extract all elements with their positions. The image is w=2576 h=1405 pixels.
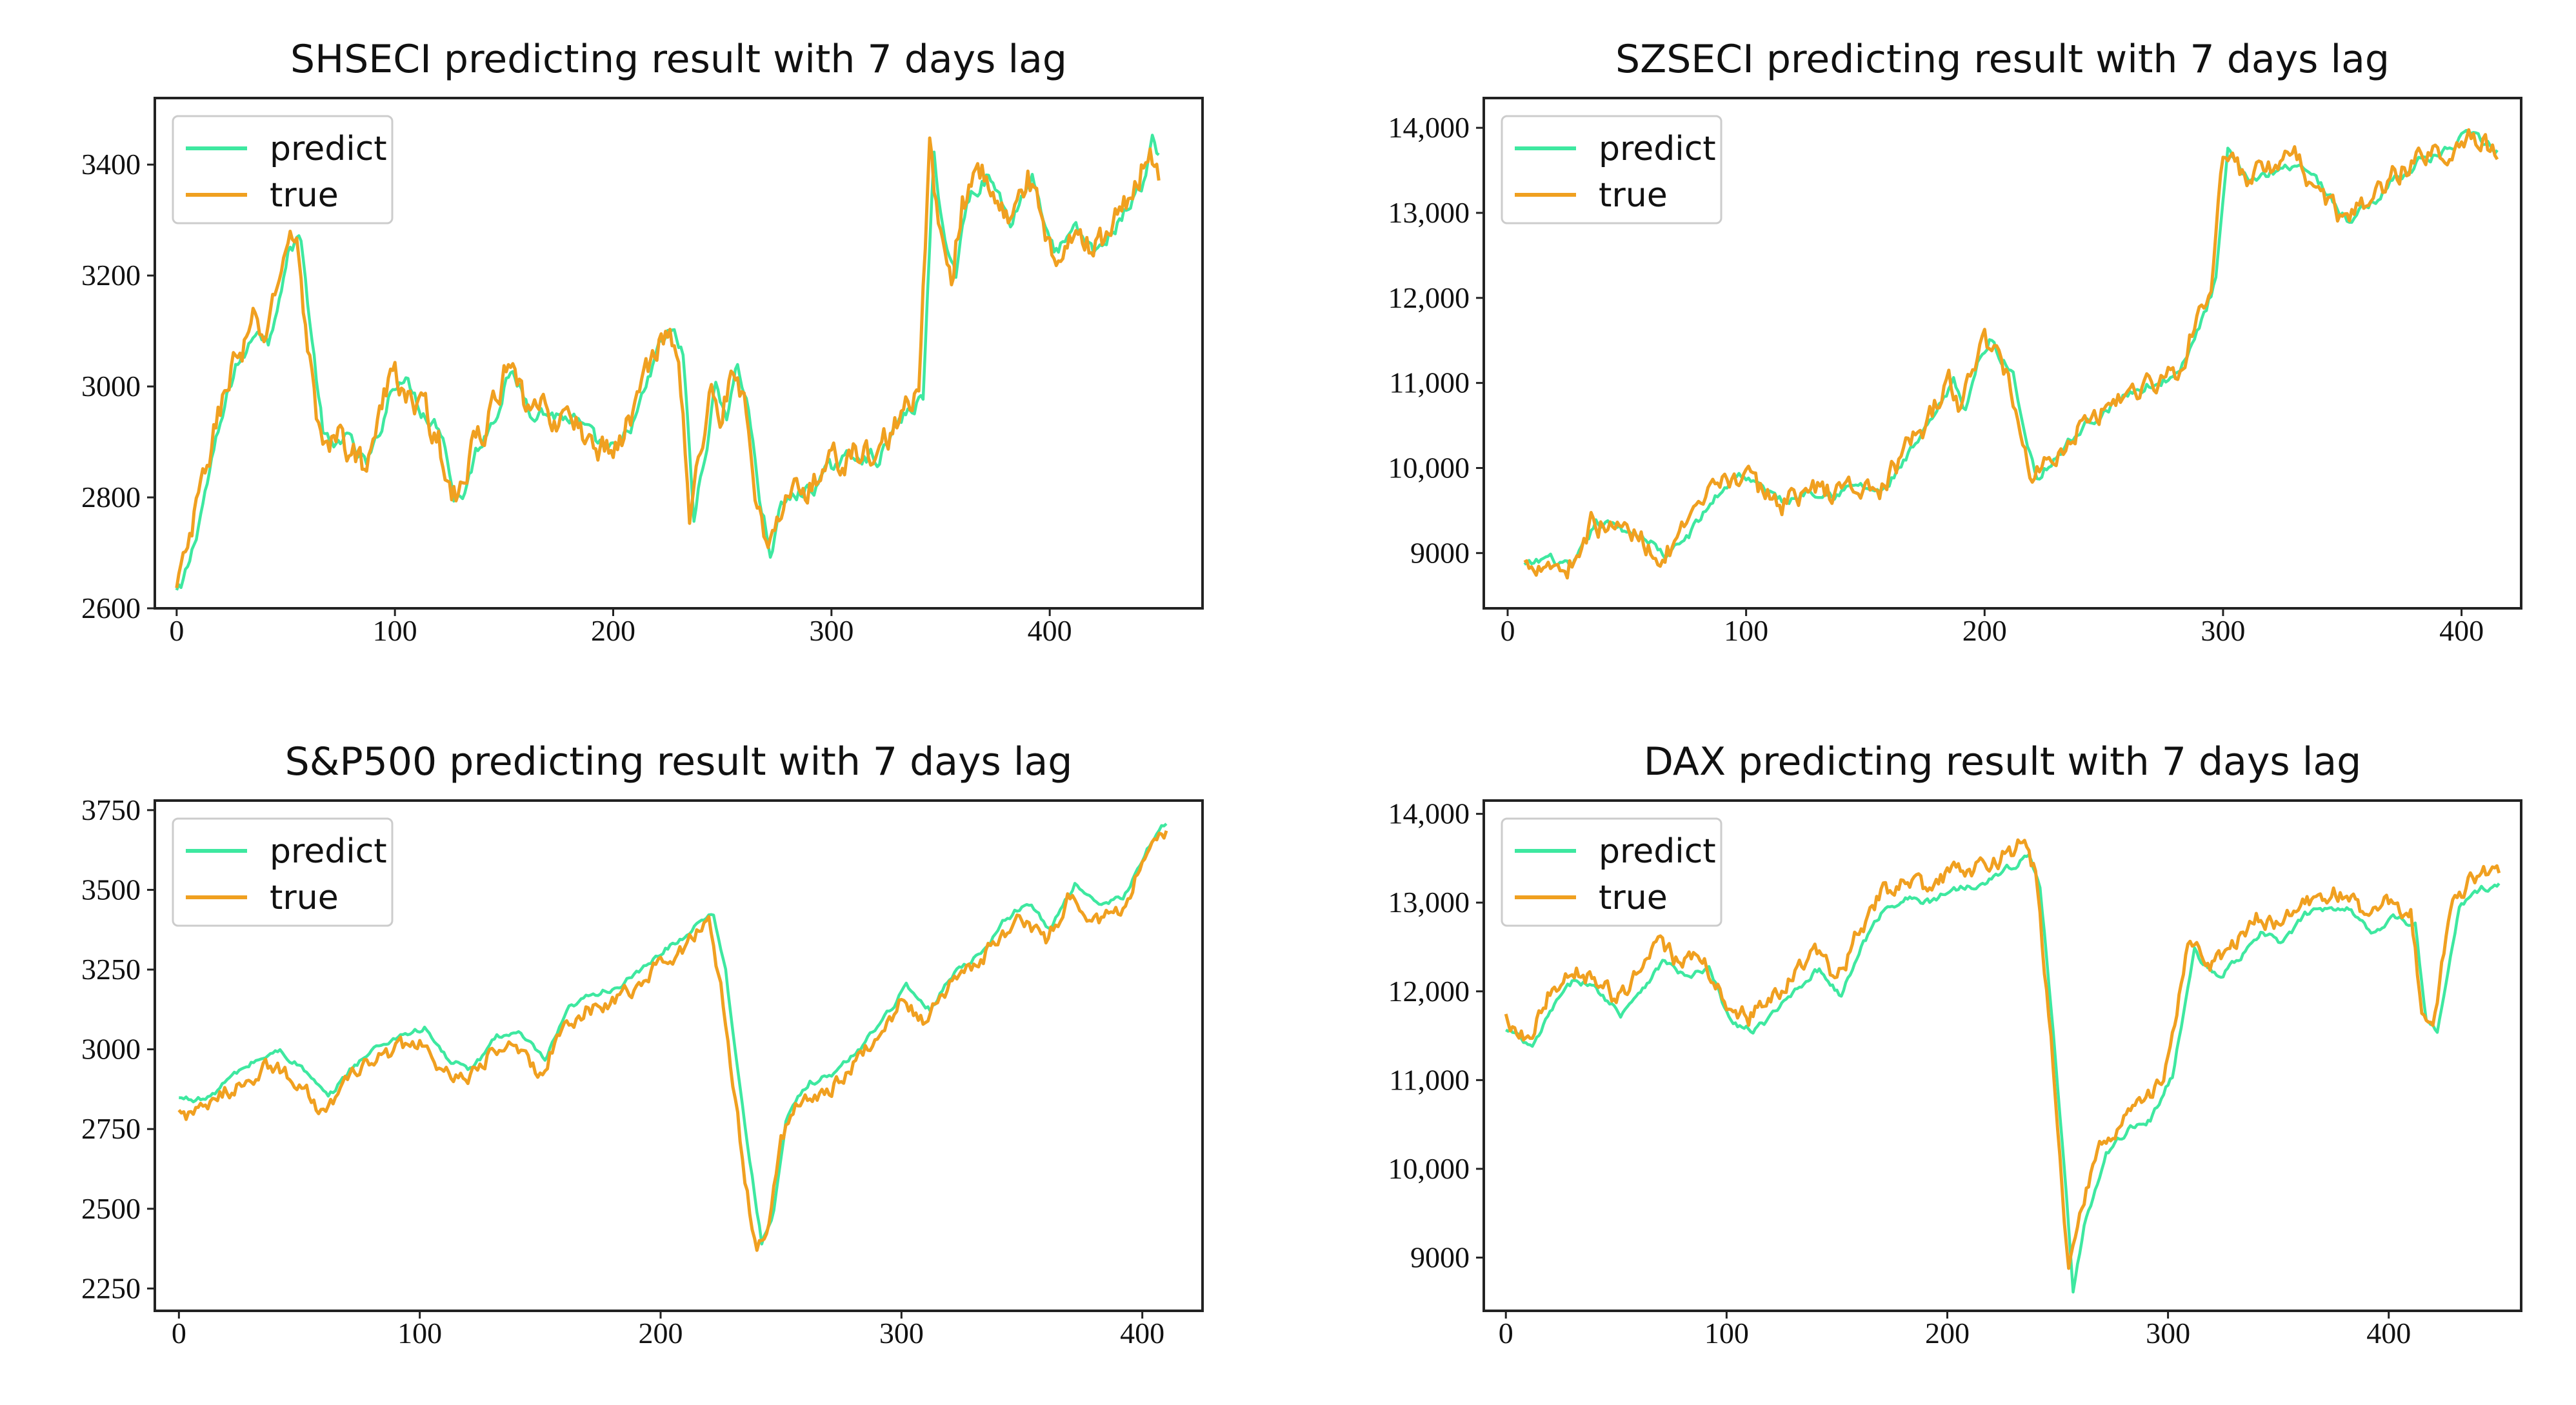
y-tick-label: 3500	[81, 873, 141, 906]
y-tick-label: 10,000	[1388, 1152, 1470, 1185]
y-tick-label: 2500	[81, 1192, 141, 1225]
y-tick-label: 12,000	[1388, 281, 1470, 314]
legend-label-predict: predict	[1599, 832, 1716, 871]
x-tick-label: 300	[879, 1317, 924, 1350]
x-tick-label: 400	[1120, 1317, 1164, 1350]
legend: predict true	[1501, 115, 1722, 224]
chart-panel-dax: DAX predicting result with 7 days lag 0 10…	[1288, 702, 2575, 1405]
chart-panel-shseci: SHSECI predicting result with 7 days lag…	[0, 0, 1288, 702]
plot-frame	[1483, 97, 2522, 610]
legend: predict true	[172, 817, 394, 927]
y-tick-label: 2800	[81, 481, 141, 513]
x-tick-label: 100	[397, 1317, 442, 1350]
x-tick-label: 400	[2366, 1317, 2411, 1350]
x-tick-label: 0	[1500, 614, 1515, 647]
y-tick-label: 2600	[81, 592, 141, 624]
legend-label-true: true	[270, 176, 339, 215]
plot-frame	[154, 97, 1204, 610]
chart-svg-szseci: SZSECI predicting result with 7 days lag…	[1388, 37, 2522, 647]
y-tick-label: 11,000	[1389, 366, 1470, 399]
series-predict-line	[175, 134, 1160, 591]
y-tick-label: 3750	[81, 793, 141, 826]
x-tick-label: 200	[639, 1317, 683, 1350]
legend-label-true: true	[1599, 879, 1668, 917]
chart-panel-sp500: S&P500 predicting result with 7 days lag…	[0, 702, 1288, 1405]
y-tick-label: 14,000	[1388, 797, 1470, 830]
x-tick-label: 200	[1925, 1317, 1970, 1350]
legend-label-true: true	[1599, 176, 1668, 215]
x-tick-label: 300	[2146, 1317, 2190, 1350]
chart-title: S&P500 predicting result with 7 days lag	[285, 739, 1073, 784]
x-tick-label: 200	[591, 614, 635, 647]
chart-svg-sp500: S&P500 predicting result with 7 days lag…	[81, 739, 1204, 1350]
legend: predict true	[172, 115, 394, 224]
series-true-line	[1504, 838, 2501, 1270]
y-tick-label: 12,000	[1388, 975, 1470, 1008]
y-tick-label: 3250	[81, 953, 141, 986]
chart-panel-szseci: SZSECI predicting result with 7 days lag…	[1288, 0, 2575, 702]
series-true-line	[175, 136, 1161, 588]
x-tick-label: 400	[1028, 614, 1072, 647]
y-tick-label: 13,000	[1388, 886, 1470, 919]
y-tick-label: 3000	[81, 370, 141, 403]
legend-label-predict: predict	[270, 130, 387, 168]
y-tick-label: 13,000	[1388, 196, 1470, 229]
y-tick-label: 3200	[81, 259, 141, 292]
y-tick-label: 9000	[1410, 1241, 1470, 1273]
y-tick-label: 11,000	[1389, 1063, 1470, 1096]
chart-title: SHSECI predicting result with 7 days lag	[290, 37, 1067, 82]
x-tick-label: 300	[2201, 614, 2245, 647]
legend-label-predict: predict	[270, 832, 387, 871]
legend-label-predict: predict	[1599, 130, 1716, 168]
series-true-line	[1523, 128, 2499, 580]
plot-frame	[1483, 799, 2522, 1312]
x-tick-label: 300	[809, 614, 854, 647]
y-tick-label: 3000	[81, 1033, 141, 1066]
series-predict-line	[1505, 853, 2501, 1294]
chart-title: DAX predicting result with 7 days lag	[1644, 739, 2362, 784]
x-tick-label: 400	[2439, 614, 2484, 647]
x-tick-label: 100	[373, 614, 417, 647]
chart-svg-dax: DAX predicting result with 7 days lag 0 10…	[1388, 739, 2522, 1350]
x-tick-label: 100	[1704, 1317, 1749, 1350]
chart-title: SZSECI predicting result with 7 days lag	[1615, 37, 2390, 82]
y-tick-label: 2250	[81, 1271, 141, 1304]
x-tick-label: 100	[1724, 614, 1768, 647]
series-true-line	[177, 830, 1168, 1252]
y-tick-label: 9000	[1410, 536, 1470, 569]
chart-svg-shseci: SHSECI predicting result with 7 days lag…	[81, 37, 1204, 647]
y-tick-label: 14,000	[1388, 111, 1470, 144]
plot-frame	[154, 799, 1204, 1312]
legend-label-true: true	[270, 879, 339, 917]
y-tick-label: 3400	[81, 148, 141, 181]
x-tick-label: 200	[1962, 614, 2007, 647]
y-tick-label: 10,000	[1388, 451, 1470, 484]
x-tick-label: 0	[172, 1317, 186, 1350]
y-tick-label: 2750	[81, 1112, 141, 1145]
x-tick-label: 0	[169, 614, 184, 647]
legend: predict true	[1501, 817, 1722, 927]
x-tick-label: 0	[1499, 1317, 1513, 1350]
